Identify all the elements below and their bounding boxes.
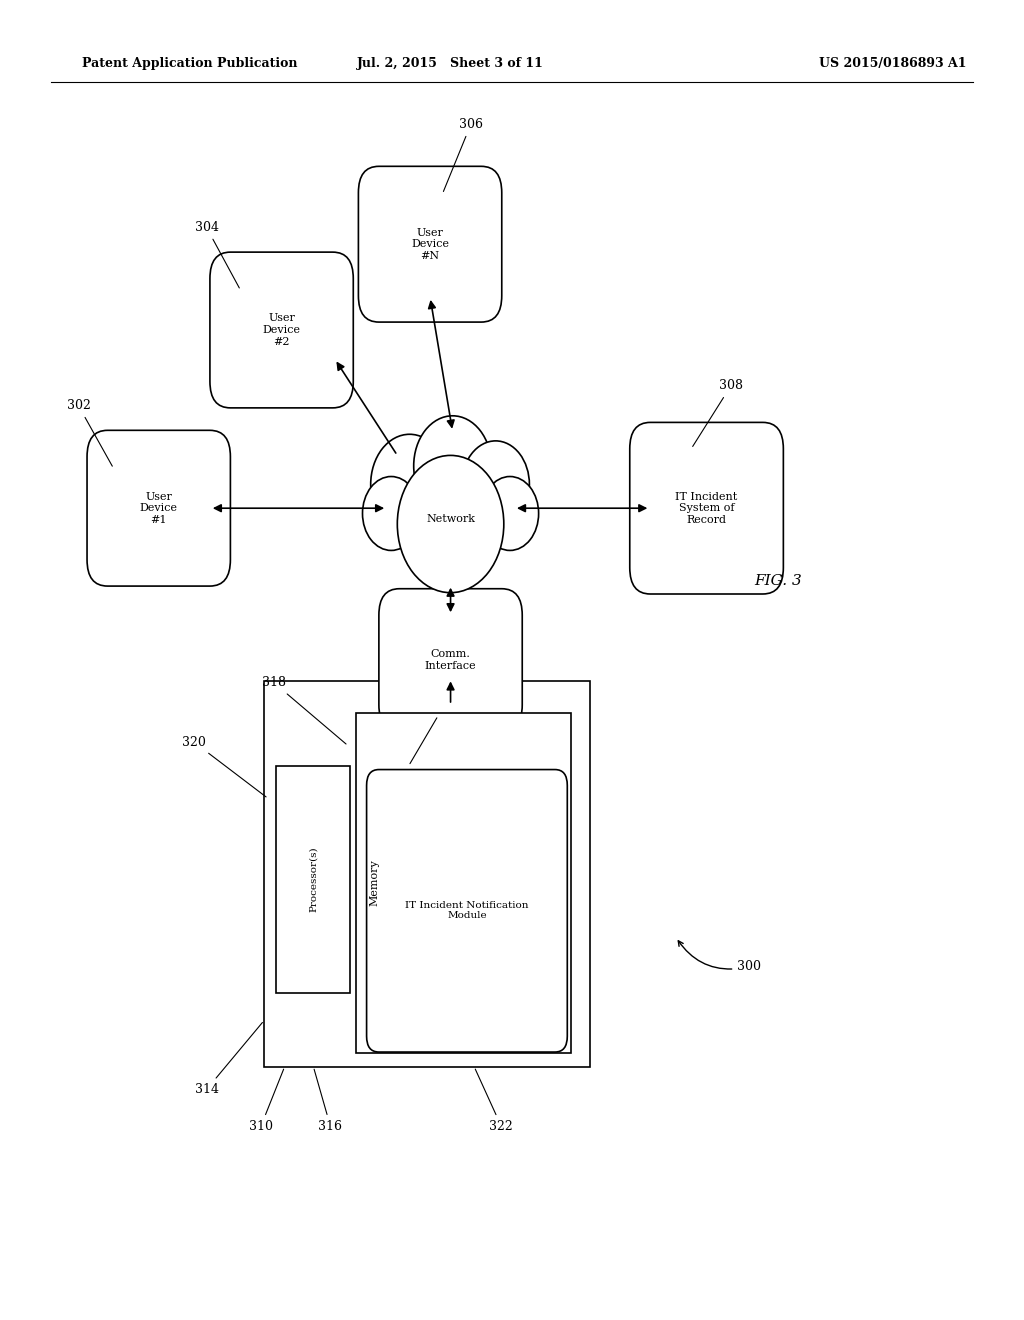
Text: US 2015/0186893 A1: US 2015/0186893 A1 — [819, 57, 967, 70]
Text: User
Device
#2: User Device #2 — [262, 313, 301, 347]
Circle shape — [397, 455, 504, 593]
Text: 320: 320 — [182, 735, 266, 797]
Text: 314: 314 — [195, 1023, 262, 1096]
Text: User
Device
#N: User Device #N — [411, 227, 450, 261]
Text: Jul. 2, 2015   Sheet 3 of 11: Jul. 2, 2015 Sheet 3 of 11 — [357, 57, 544, 70]
Text: Patent Application Publication: Patent Application Publication — [82, 57, 297, 70]
Text: Processor(s): Processor(s) — [309, 846, 317, 912]
Text: 300: 300 — [678, 941, 761, 973]
Text: IT Incident Notification
Module: IT Incident Notification Module — [406, 902, 528, 920]
FancyBboxPatch shape — [276, 766, 350, 993]
FancyBboxPatch shape — [87, 430, 230, 586]
Circle shape — [362, 477, 420, 550]
Text: 316: 316 — [314, 1069, 342, 1133]
Text: User
Device
#1: User Device #1 — [139, 491, 178, 525]
FancyBboxPatch shape — [358, 166, 502, 322]
Text: Memory: Memory — [370, 859, 380, 907]
Text: 302: 302 — [67, 399, 113, 466]
Circle shape — [481, 477, 539, 550]
Text: 322: 322 — [475, 1069, 513, 1133]
Text: 312: 312 — [391, 718, 437, 781]
Text: 304: 304 — [195, 220, 240, 288]
Circle shape — [371, 434, 449, 535]
Text: IT Incident
System of
Record: IT Incident System of Record — [676, 491, 737, 525]
Text: Network: Network — [426, 513, 475, 524]
FancyBboxPatch shape — [264, 681, 590, 1067]
Text: 310: 310 — [249, 1069, 284, 1133]
FancyBboxPatch shape — [210, 252, 353, 408]
Circle shape — [462, 441, 529, 528]
Text: Comm.
Interface: Comm. Interface — [425, 649, 476, 671]
Circle shape — [414, 416, 492, 516]
Text: FIG. 3: FIG. 3 — [755, 574, 802, 587]
FancyBboxPatch shape — [356, 713, 571, 1053]
FancyBboxPatch shape — [630, 422, 783, 594]
Text: 306: 306 — [443, 117, 482, 191]
FancyBboxPatch shape — [379, 589, 522, 731]
FancyBboxPatch shape — [367, 770, 567, 1052]
Text: 308: 308 — [692, 379, 742, 446]
Text: 318: 318 — [262, 676, 346, 744]
